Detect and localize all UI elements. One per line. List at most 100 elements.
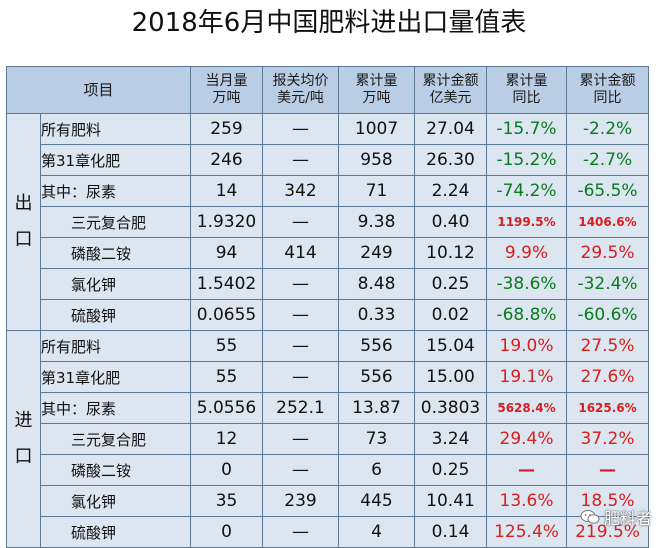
month-qty-cell: 259	[190, 113, 264, 145]
qty-yoy-cell: 29.4%	[486, 423, 568, 455]
qty-yoy-cell: 13.6%	[486, 485, 568, 517]
cum-val-cell: 10.41	[414, 485, 488, 517]
price-cell: —	[262, 113, 340, 145]
item-name: 所有肥料	[39, 330, 192, 362]
cum-qty-cell: 71	[338, 175, 416, 207]
cum-val-cell: 10.12	[414, 237, 488, 269]
val-yoy-cell: 1625.6%	[566, 392, 650, 424]
val-yoy-cell: -65.5%	[566, 175, 650, 207]
qty-yoy-cell: -15.2%	[486, 144, 568, 176]
qty-yoy-cell: 9.9%	[486, 237, 568, 269]
export-label-char: 出	[14, 193, 33, 214]
month-qty-cell: 1.9320	[190, 206, 264, 238]
table-row: 第31章化肥 55—556 15.00 19.1% 27.6%	[7, 361, 650, 393]
month-qty-cell: 1.5402	[190, 268, 264, 300]
month-qty-cell: 94	[190, 237, 264, 269]
qty-yoy-cell: 125.4%	[486, 516, 568, 548]
cum-val-cell: 15.00	[414, 361, 488, 393]
price-cell: —	[262, 516, 340, 548]
month-qty-cell: 0.0655	[190, 299, 264, 331]
item-name: 第31章化肥	[39, 361, 192, 393]
qty-yoy-cell: -74.2%	[486, 175, 568, 207]
price-cell: —	[262, 268, 340, 300]
item-name: 其中：尿素	[39, 392, 192, 424]
cum-qty-cell: 1007	[338, 113, 416, 145]
header-price: 报关均价 美元/吨	[262, 66, 340, 114]
table-row: 氯化钾 1.5402—8.48 0.25 -38.6% -32.4%	[7, 268, 650, 300]
cum-qty-cell: 556	[338, 330, 416, 362]
fertilizer-table: 项目 当月量 万吨 报关均价 美元/吨 累计量 万吨 累计金额 亿美元 累计量 同比 累计…	[5, 66, 650, 548]
watermark: 肥料者	[580, 506, 652, 528]
qty-yoy-cell: 19.1%	[486, 361, 568, 393]
val-yoy-cell: 29.5%	[566, 237, 650, 269]
month-qty-cell: 0	[190, 454, 264, 486]
table-row: 第31章化肥 246—958 26.30 -15.2% -2.7%	[7, 144, 650, 176]
val-yoy-cell: 18.5%	[566, 485, 650, 517]
header-item: 项目	[5, 66, 192, 114]
cum-qty-cell: 6	[338, 454, 416, 486]
table-row: 磷酸二铵 94 414 249 10.12 9.9% 29.5%	[7, 237, 650, 269]
item-name: 所有肥料	[39, 113, 192, 145]
qty-yoy-cell: -68.8%	[486, 299, 568, 331]
cum-val-cell: 0.25	[414, 268, 488, 300]
cum-qty-cell: 249	[338, 237, 416, 269]
val-yoy-cell: —	[566, 454, 650, 486]
price-cell: —	[262, 330, 340, 362]
page-title: 2018年6月中国肥料进出口量值表	[131, 8, 527, 38]
table-row: 三元复合肥 1.9320—9.38 0.40 1199.5% 1406.6%	[7, 206, 650, 238]
val-yoy-cell: -32.4%	[566, 268, 650, 300]
header-qty-yoy: 累计量 同比	[486, 66, 568, 114]
cum-qty-cell: 13.87	[338, 392, 416, 424]
val-yoy-cell: 27.5%	[566, 330, 650, 362]
price-cell: —	[262, 144, 340, 176]
val-yoy-cell: 37.2%	[566, 423, 650, 455]
price-cell: 239	[262, 485, 340, 517]
import-group-label: 进口	[6, 330, 41, 548]
header-cum-val: 累计金额 亿美元	[414, 66, 488, 114]
cum-qty-cell: 8.48	[338, 268, 416, 300]
cum-val-cell: 0.25	[414, 454, 488, 486]
qty-yoy-cell: 1199.5%	[486, 206, 568, 238]
header-cum-qty: 累计量 万吨	[338, 66, 416, 114]
cum-val-cell: 0.14	[414, 516, 488, 548]
val-yoy-cell: -2.2%	[566, 113, 650, 145]
cum-qty-cell: 4	[338, 516, 416, 548]
table-row: 出口所有肥料 259—1007 27.04 -15.7% -2.2%	[6, 113, 650, 331]
table-row: 进口所有肥料 55—556 15.04 19.0% 27.5%	[6, 330, 650, 548]
item-name: 硫酸钾	[39, 516, 192, 548]
val-yoy-cell: -60.6%	[566, 299, 650, 331]
price-cell: 414	[262, 237, 340, 269]
header-val-yoy: 累计金额 同比	[566, 66, 650, 114]
cum-val-cell: 0.3803	[414, 392, 488, 424]
price-cell: 252.1	[262, 392, 340, 424]
export-group-label: 出口	[6, 113, 41, 331]
item-name: 硫酸钾	[39, 299, 192, 331]
price-cell: —	[262, 206, 340, 238]
item-name: 磷酸二铵	[39, 454, 192, 486]
qty-yoy-cell: 5628.4%	[486, 392, 568, 424]
cum-qty-cell: 73	[338, 423, 416, 455]
price-cell: —	[262, 299, 340, 331]
val-yoy-cell: 27.6%	[566, 361, 650, 393]
cum-val-cell: 0.40	[414, 206, 488, 238]
cum-val-cell: 2.24	[414, 175, 488, 207]
price-cell: —	[262, 454, 340, 486]
cum-val-cell: 27.04	[414, 113, 488, 145]
month-qty-cell: 12	[190, 423, 264, 455]
export-label-char: 口	[14, 229, 33, 250]
month-qty-cell: 35	[190, 485, 264, 517]
item-name: 磷酸二铵	[39, 237, 192, 269]
table-row: 三元复合肥 12—73 3.24 29.4% 37.2%	[7, 423, 650, 455]
cum-val-cell: 26.30	[414, 144, 488, 176]
month-qty-cell: 55	[190, 330, 264, 362]
price-cell: —	[262, 423, 340, 455]
item-name: 氯化钾	[39, 268, 192, 300]
table-row: 磷酸二铵 0—6 0.25— —	[7, 454, 650, 486]
val-yoy-cell: -2.7%	[566, 144, 650, 176]
cum-val-cell: 15.04	[414, 330, 488, 362]
month-qty-cell: 0	[190, 516, 264, 548]
month-qty-cell: 55	[190, 361, 264, 393]
wechat-icon	[580, 510, 600, 524]
table-row: 硫酸钾 0.0655—0.33 0.02 -68.8% -60.6%	[7, 299, 650, 331]
month-qty-cell: 5.0556	[190, 392, 264, 424]
